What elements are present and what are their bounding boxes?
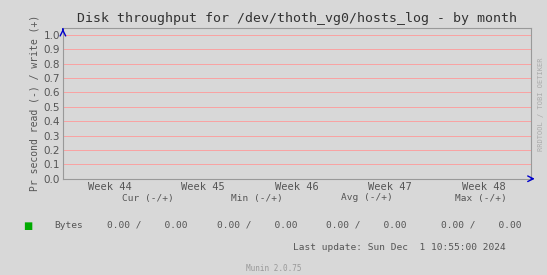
Text: 0.00 /    0.00: 0.00 / 0.00 (441, 221, 522, 230)
Text: 0.00 /    0.00: 0.00 / 0.00 (107, 221, 188, 230)
Y-axis label: Pr second read (-) / write (+): Pr second read (-) / write (+) (30, 15, 39, 191)
Title: Disk throughput for /dev/thoth_vg0/hosts_log - by month: Disk throughput for /dev/thoth_vg0/hosts… (77, 12, 517, 25)
Text: Bytes: Bytes (55, 221, 84, 230)
Text: Munin 2.0.75: Munin 2.0.75 (246, 264, 301, 273)
Text: Last update: Sun Dec  1 10:55:00 2024: Last update: Sun Dec 1 10:55:00 2024 (293, 243, 505, 252)
Text: Min (-/+): Min (-/+) (231, 194, 283, 202)
Text: 0.00 /    0.00: 0.00 / 0.00 (326, 221, 407, 230)
Text: RRDTOOL / TOBI OETIKER: RRDTOOL / TOBI OETIKER (538, 58, 544, 151)
Text: Cur (-/+): Cur (-/+) (122, 194, 173, 202)
Text: Max (-/+): Max (-/+) (456, 194, 507, 202)
Text: ■: ■ (23, 221, 32, 230)
Text: 0.00 /    0.00: 0.00 / 0.00 (217, 221, 298, 230)
Text: Avg (-/+): Avg (-/+) (341, 194, 392, 202)
